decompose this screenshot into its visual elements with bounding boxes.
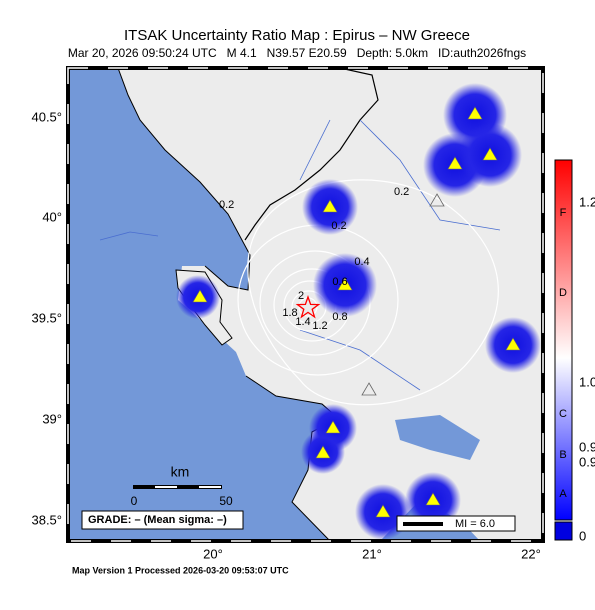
inactive-stations [361, 193, 445, 396]
colorbar-label: 0.9 [579, 454, 595, 469]
grade-box [81, 510, 244, 530]
grade-letter: D [559, 287, 567, 299]
grade-letter: F [560, 207, 567, 219]
epicenter [295, 295, 321, 319]
grade: GRADE: – (Mean sigma: –) [88, 514, 227, 526]
grade-letter: A [559, 488, 567, 500]
mi-box [396, 515, 516, 532]
colorbar-labels: 1.2 1.0 0.9 0.9 0 [579, 194, 595, 543]
subtitle: Mar 20, 2026 09:50:24 UTC M 4.1 N39.57 E… [68, 46, 526, 60]
scale-bar: km 0 50 [131, 464, 233, 508]
scale-unit: km [171, 464, 190, 480]
contour-label: 1.2 [312, 320, 327, 332]
colorbar [554, 159, 573, 521]
map-frame-ticks [67, 67, 544, 542]
colorbar-label: 1.2 [579, 194, 595, 209]
colorbar-label: 0 [579, 528, 586, 543]
scale-end: 50 [219, 494, 233, 508]
title: ITSAK Uncertainty Ratio Map : Epirus – N… [124, 27, 470, 44]
scale-start: 0 [131, 494, 138, 508]
contour-label: 0.8 [332, 311, 347, 323]
colorbar-label: 1.0 [579, 374, 595, 389]
contour-label: 0.2 [331, 220, 346, 232]
grade-letter: C [559, 408, 567, 420]
contour-label: 1.8 [282, 307, 297, 319]
contour-label: 0.2 [219, 199, 234, 211]
contour-label: 2 [298, 290, 304, 302]
map-area: 0.2 0.2 0.2 0.4 0.6 0.8 1.2 1.4 1.8 2 km… [68, 68, 543, 541]
lat-label: 39° [42, 411, 62, 426]
colorbar-min [554, 521, 573, 541]
mi-legend: MI = 6.0 [455, 518, 495, 530]
sea [68, 68, 338, 541]
grade-letter: B [559, 449, 566, 461]
lon-label: 20° [203, 546, 223, 561]
contour-label: 0.4 [354, 256, 369, 268]
contour-label: 0.6 [332, 276, 347, 288]
lat-label: 40° [42, 209, 62, 224]
colorbar-grades: F D C B A [559, 207, 567, 500]
lat-label: 39.5° [31, 310, 62, 325]
colorbar-label: 0.9 [579, 439, 595, 454]
lon-label: 21° [362, 546, 382, 561]
contour-label: 1.4 [295, 316, 310, 328]
contour-label: 0.2 [394, 186, 409, 198]
mi-line [403, 522, 443, 526]
gulf [395, 415, 480, 460]
lat-labels: 40.5° 40° 39.5° 39° 38.5° [31, 109, 62, 527]
border [244, 68, 379, 241]
footer: Map Version 1 Processed 2026-03-20 09:53… [72, 565, 289, 575]
lat-label: 38.5° [31, 512, 62, 527]
lon-labels: 20° 21° 22° [203, 546, 541, 561]
stations [192, 106, 521, 518]
lon-label: 22° [521, 546, 541, 561]
lat-label: 40.5° [31, 109, 62, 124]
